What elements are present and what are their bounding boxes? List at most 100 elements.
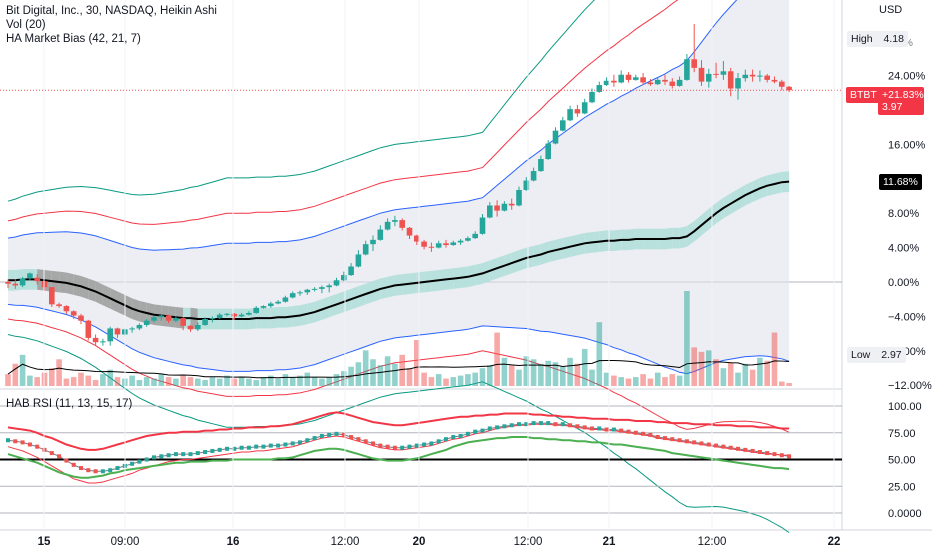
candle-body [275, 301, 281, 304]
volume-bar [691, 347, 697, 386]
candle-body [70, 311, 77, 316]
volume-bar [27, 375, 33, 386]
volume-bar [224, 375, 230, 386]
volume-bar [479, 368, 486, 386]
volume-bar [180, 375, 186, 386]
rsi-marker [750, 448, 755, 453]
rsi-marker [341, 432, 346, 437]
candle-body [246, 312, 252, 315]
volume-bar [625, 378, 632, 386]
candle-body [676, 79, 683, 86]
candle-body [268, 303, 274, 307]
rsi-marker [787, 454, 792, 459]
bias-legend[interactable]: HA Market Bias (42, 21, 7) [6, 33, 141, 45]
volume-bar [100, 374, 106, 386]
volume-bar [165, 377, 172, 386]
rsi-marker [144, 457, 149, 462]
rsi-marker [721, 444, 726, 449]
rsi-tick-label: 0.0000 [888, 508, 922, 520]
volume-bar [757, 357, 763, 386]
candle-body [501, 203, 508, 211]
volume-bar [779, 381, 785, 386]
volume-bar [581, 348, 588, 386]
rsi-marker [64, 458, 69, 463]
volume-bar [589, 369, 595, 386]
bias-value-tag: 11.68% [879, 174, 922, 190]
rsi-marker [757, 450, 762, 455]
candle-body [779, 81, 785, 87]
volume-bar [472, 372, 478, 386]
candle-body [333, 280, 340, 286]
volume-bar [603, 372, 610, 386]
volume-bar [78, 372, 84, 386]
bias-envelope-fill [8, 0, 790, 374]
candle-body [596, 85, 603, 92]
rsi-marker [334, 431, 339, 436]
currency-label[interactable]: USD [879, 4, 903, 16]
candle-body [472, 233, 478, 239]
rsi-marker [225, 446, 229, 451]
rsi-marker [385, 444, 390, 449]
volume-bar [669, 374, 676, 386]
rsi-marker [400, 445, 405, 450]
high-label: High 4.18 [847, 31, 908, 47]
volume-bar [326, 377, 332, 386]
candle-body [414, 235, 420, 242]
candle-body [173, 318, 179, 321]
rsi-marker [487, 426, 492, 431]
price-tick-label: 0.00% [888, 277, 919, 289]
rsi-marker [611, 427, 616, 432]
rsi-marker [356, 437, 361, 442]
volume-bar [34, 377, 40, 386]
volume-bar [618, 377, 624, 386]
volume-bar [406, 368, 413, 386]
candle-body [260, 306, 267, 308]
candle-body [253, 307, 259, 313]
volume-bar [654, 372, 661, 386]
rsi-marker [502, 424, 507, 429]
rsi-marker [100, 469, 105, 474]
rsi-legend-box: HAB RSI (11, 13, 15, 17) [6, 397, 132, 411]
rsi-marker [414, 443, 419, 448]
volume-bar [231, 378, 238, 386]
rsi-marker [49, 451, 54, 456]
volume-bar [85, 375, 92, 386]
candle-body [640, 77, 646, 83]
rsi-marker [714, 443, 719, 448]
price-tick-label: 4.00% [888, 243, 919, 255]
rsi-lower-line [7, 436, 790, 479]
volume-legend[interactable]: Vol (20) [6, 19, 46, 31]
symbol-text: BTBT [850, 89, 877, 101]
price-tick-label: −4.00% [888, 311, 926, 323]
candle-body [202, 318, 208, 325]
percent-suffix: % [904, 38, 913, 49]
rsi-marker [115, 466, 120, 471]
high-label-text: High [851, 33, 873, 45]
volume-bar [187, 377, 194, 386]
rsi-marker [239, 445, 244, 450]
rsi-marker [560, 422, 565, 427]
candle-body [289, 293, 296, 298]
price-tick-label: 8.00% [888, 208, 919, 220]
volume-bar [633, 377, 639, 386]
candle-body [611, 80, 617, 83]
rsi-marker [93, 469, 98, 474]
candle-body [633, 77, 639, 80]
symbol-tag[interactable]: BTBT [846, 87, 881, 103]
upper-mid-band [7, 0, 679, 225]
volume-bar [735, 372, 741, 386]
chart-title[interactable]: Bit Digital, Inc., 30, NASDAQ, Heikin As… [6, 5, 217, 17]
volume-bar [727, 362, 734, 386]
volume-bar [114, 377, 121, 386]
rsi-marker [6, 438, 10, 443]
candle-body [282, 297, 289, 302]
rsi-legend[interactable]: HAB RSI (11, 13, 15, 17) [6, 398, 133, 410]
volume-bar [268, 375, 274, 386]
volume-bar [523, 356, 530, 386]
candle-body [764, 75, 770, 80]
rsi-marker [195, 451, 200, 456]
upper-inner-band [7, 0, 738, 251]
candle-body [341, 275, 347, 281]
candle-body [560, 120, 566, 131]
